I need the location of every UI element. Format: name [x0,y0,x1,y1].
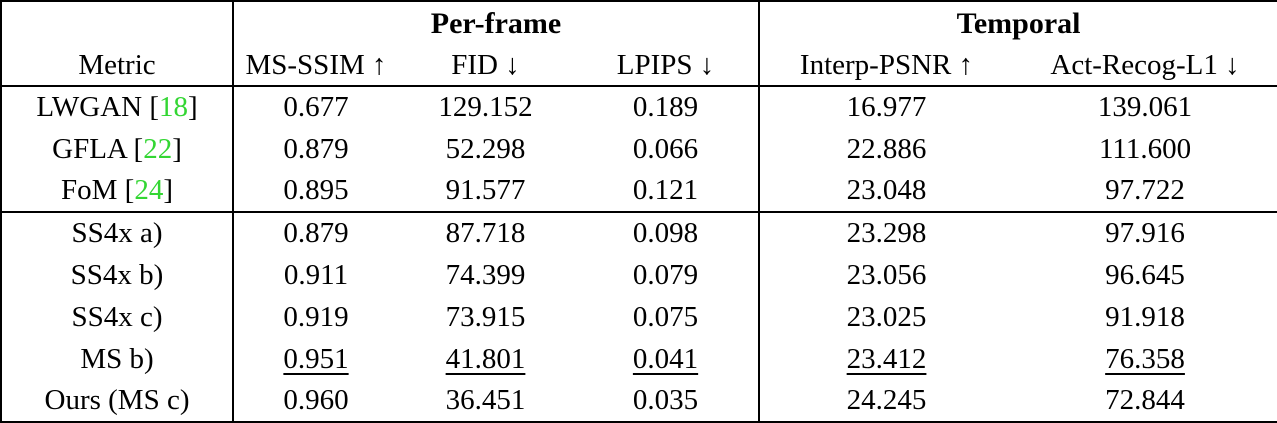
value-cell: 0.911 [283,258,349,291]
value-cell: 74.399 [445,258,526,291]
value-cell: 73.915 [445,300,526,333]
value-cell: 0.189 [573,86,761,128]
underlined-value: 23.412 [846,342,927,375]
table-row: MS b) 0.951 41.801 0.041 23.412 76.358 [1,338,1277,380]
value-cell: 23.048 [846,174,927,206]
group-header-temporal: Temporal [956,7,1081,40]
underlined-value: 41.801 [445,342,526,375]
value-cell: 0.951 [233,338,398,380]
table-row: SS4x c) 0.919 73.915 0.075 23.025 91.918 [1,296,1277,338]
table-row: SS4x a) 0.879 87.718 0.098 23.298 97.916 [1,211,1277,254]
value-cell: 52.298 [445,132,526,165]
column-header-ms-ssim: MS-SSIM ↑ [233,46,398,87]
group-header-row: Per-frame Temporal [1,1,1277,46]
value-cell: 23.025 [846,300,927,333]
value-cell: 0.079 [573,254,761,296]
value-cell: 97.916 [1013,211,1277,254]
table-row: GFLA [22] 0.879 52.298 0.066 22.886 111.600 [1,128,1277,170]
table-row: SS4x b) 0.911 74.399 0.079 23.056 96.645 [1,254,1277,296]
column-header-fid: FID ↓ [398,46,573,87]
underlined-value: 0.951 [283,342,349,375]
value-cell: 0.879 [283,132,349,165]
value-cell: 0.075 [573,296,761,338]
value-cell: 0.041 [573,338,761,380]
value-cell: 0.121 [573,170,761,212]
row-label: SS4x b) [1,254,234,296]
value-cell: 41.801 [398,338,573,380]
value-cell: 0.895 [283,174,349,206]
value-cell: 97.722 [1105,174,1185,206]
row-label: SS4x c) [1,296,234,338]
column-header-act-recog-l1: Act-Recog-L1 ↓ [1013,46,1277,87]
value-cell: 0.879 [233,211,398,254]
value-cell: 129.152 [438,91,533,123]
column-header-lpips: LPIPS ↓ [573,46,761,87]
value-cell: 22.886 [846,132,927,165]
column-header-row: Metric MS-SSIM ↑ FID ↓ LPIPS ↓ Interp-PS… [1,46,1277,87]
table-row: Ours (MS c) 0.960 36.451 0.035 24.245 72.844 [1,380,1277,422]
underlined-value: 0.041 [632,342,699,375]
citation-link[interactable]: 18 [159,91,188,123]
value-cell: 0.960 [283,384,349,416]
value-cell: 96.645 [1105,258,1185,291]
value-cell: 87.718 [398,211,573,254]
row-label: LWGAN [18] [1,86,234,128]
underlined-value: 76.358 [1105,342,1185,375]
value-cell: 91.577 [445,174,526,206]
value-cell: 0.098 [573,211,761,254]
value-cell: 139.061 [1097,91,1193,123]
value-cell: 24.245 [846,384,927,416]
row-label: SS4x a) [1,211,234,254]
row-label: GFLA [22] [1,128,234,170]
value-cell: 23.412 [759,338,1013,380]
group-header-per-frame: Per-frame [233,1,761,46]
table-row: LWGAN [18] 0.677 129.152 0.189 16.977 139.061 [1,86,1277,128]
value-cell: 76.358 [1013,338,1277,380]
value-cell: 111.600 [1098,132,1192,165]
value-cell: 0.066 [573,128,761,170]
value-cell: 0.919 [283,300,349,333]
value-cell: 0.677 [283,91,349,123]
table-body: LWGAN [18] 0.677 129.152 0.189 16.977 139.061… [1,86,1277,422]
corner-cell-empty [1,1,234,46]
row-label: Ours (MS c) [1,380,234,422]
value-cell: 16.977 [846,91,927,123]
value-cell: 0.035 [573,380,761,422]
row-label: FoM [24] [1,170,234,212]
column-header-metric: Metric [1,46,234,87]
citation-link[interactable]: 24 [134,174,164,206]
row-label: MS b) [1,338,234,380]
value-cell: 23.298 [759,211,1014,254]
value-cell: 72.844 [1105,384,1185,416]
value-cell: 23.056 [846,258,927,291]
citation-link[interactable]: 22 [143,132,173,165]
value-cell: 36.451 [445,384,526,416]
value-cell: 91.918 [1105,300,1185,333]
column-header-interp-psnr: Interp-PSNR ↑ [759,46,1014,87]
table-row: FoM [24] 0.895 91.577 0.121 23.048 97.722 [1,170,1277,212]
